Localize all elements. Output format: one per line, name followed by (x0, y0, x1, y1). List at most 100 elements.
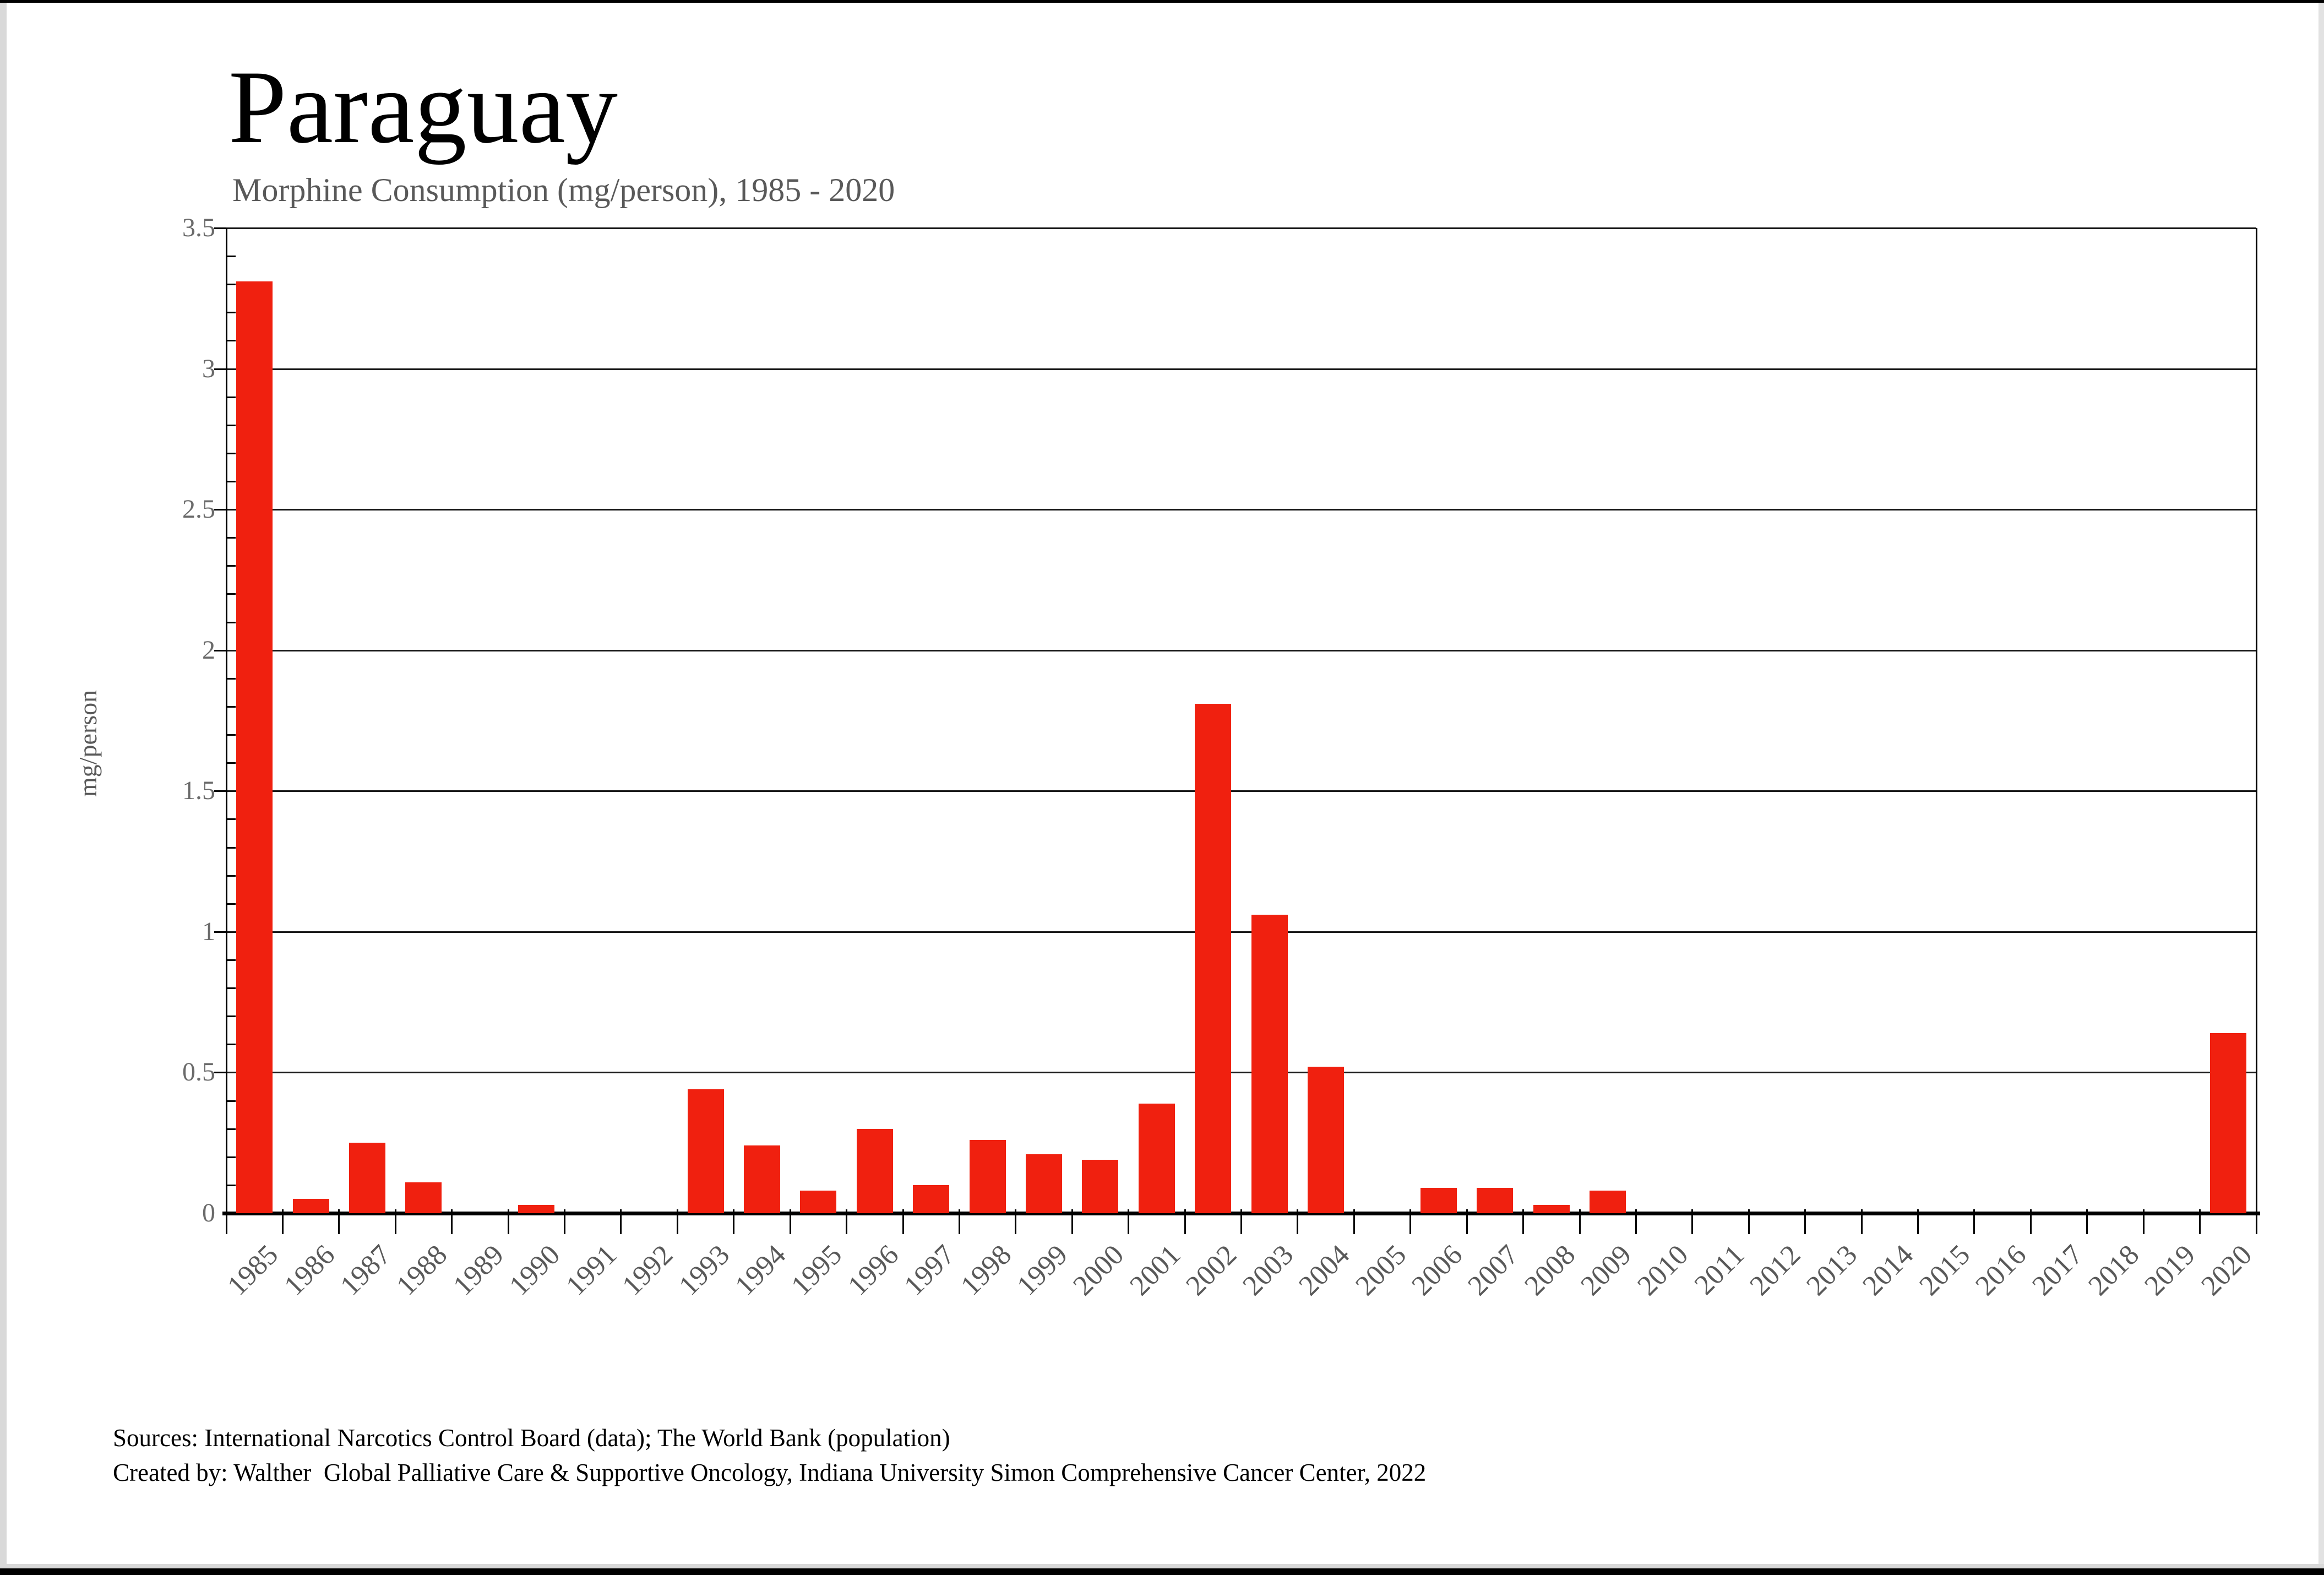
y-minor-tick (227, 1156, 236, 1158)
y-minor-tick (227, 256, 236, 258)
x-tick (1240, 1209, 1242, 1234)
x-tick (676, 1209, 678, 1234)
bar-1995 (800, 1191, 837, 1213)
x-tick-label-1989: 1989 (447, 1239, 510, 1302)
x-tick-label-2006: 2006 (1406, 1239, 1469, 1302)
x-tick (1522, 1209, 1525, 1234)
x-tick (1466, 1209, 1468, 1234)
bar-1986 (292, 1199, 329, 1213)
bar-1994 (743, 1145, 780, 1213)
bar-1988 (405, 1182, 442, 1213)
window-border-top (0, 0, 2324, 3)
x-tick (338, 1209, 340, 1234)
x-tick-label-1988: 1988 (390, 1239, 454, 1302)
x-tick-label-1999: 1999 (1011, 1239, 1074, 1302)
y-minor-tick (227, 705, 236, 708)
x-tick-label-2005: 2005 (1349, 1239, 1412, 1302)
y-tick-label-1.5: 1.5 (182, 776, 215, 806)
y-major-tick-1.0 (214, 931, 226, 933)
x-tick (507, 1209, 509, 1234)
x-tick (2199, 1209, 2201, 1234)
x-tick-label-2020: 2020 (2195, 1239, 2258, 1302)
x-tick (1353, 1209, 1355, 1234)
y-minor-tick (227, 959, 236, 961)
bar-2001 (1138, 1103, 1175, 1213)
x-tick-label-2008: 2008 (1519, 1239, 1581, 1302)
y-minor-tick (227, 818, 236, 821)
x-tick-label-2003: 2003 (1237, 1239, 1299, 1302)
y-minor-tick (227, 846, 236, 849)
x-tick (2142, 1209, 2145, 1234)
y-minor-tick (227, 537, 236, 539)
y-minor-tick (227, 762, 236, 764)
x-tick (1184, 1209, 1186, 1234)
x-tick-label-2015: 2015 (1913, 1239, 1976, 1302)
x-tick (1128, 1209, 1130, 1234)
bar-2000 (1082, 1159, 1119, 1213)
x-tick-label-2001: 2001 (1124, 1239, 1187, 1302)
x-tick-label-2004: 2004 (1293, 1239, 1356, 1302)
x-tick (394, 1209, 396, 1234)
page-title: Paraguay (228, 50, 618, 165)
x-tick (564, 1209, 565, 1234)
x-tick-label-1998: 1998 (954, 1239, 1017, 1302)
x-tick (1860, 1209, 1863, 1234)
x-tick (2086, 1209, 2088, 1234)
bar-2002 (1195, 703, 1232, 1213)
x-tick (620, 1209, 622, 1234)
x-tick-label-2011: 2011 (1688, 1239, 1751, 1301)
x-tick-label-2013: 2013 (1800, 1239, 1864, 1302)
x-tick (1015, 1209, 1017, 1234)
y-minor-tick (227, 284, 236, 286)
x-tick-label-2014: 2014 (1857, 1239, 1920, 1302)
gridline-3.5 (226, 227, 2256, 229)
window-border-right (2318, 3, 2324, 1565)
x-tick-label-1996: 1996 (842, 1239, 905, 1302)
y-minor-tick (227, 424, 236, 426)
x-tick (733, 1209, 735, 1234)
window-border-left (0, 3, 7, 1565)
x-tick (846, 1209, 848, 1234)
bar-1990 (518, 1204, 555, 1213)
x-tick-label-2012: 2012 (1744, 1239, 1807, 1302)
bar-2004 (1308, 1067, 1345, 1213)
x-tick (1409, 1209, 1412, 1234)
x-tick (1748, 1209, 1750, 1234)
gridline-1.0 (226, 931, 2256, 933)
gridline-3.0 (226, 368, 2256, 370)
bar-2009 (1590, 1191, 1626, 1213)
y-tick-label-1: 1 (202, 916, 215, 946)
x-tick-label-2000: 2000 (1067, 1239, 1130, 1302)
y-minor-tick (227, 1128, 236, 1130)
y-major-tick-2.0 (214, 649, 226, 651)
bar-1996 (856, 1128, 893, 1213)
bar-1993 (687, 1089, 724, 1213)
y-tick-label-0.5: 0.5 (182, 1057, 215, 1087)
y-minor-tick (227, 340, 236, 342)
x-tick-label-1991: 1991 (560, 1239, 623, 1302)
y-minor-tick (227, 565, 236, 567)
x-tick-label-1990: 1990 (503, 1239, 567, 1302)
x-tick (451, 1209, 453, 1234)
chart-subtitle: Morphine Consumption (mg/person), 1985 -… (232, 172, 895, 208)
y-major-tick-1.5 (214, 790, 226, 792)
gridline-1.5 (226, 790, 2256, 792)
y-major-tick-2.5 (214, 509, 226, 511)
x-tick-label-2002: 2002 (1180, 1239, 1243, 1302)
y-major-tick-3.5 (214, 227, 226, 229)
x-tick (225, 1209, 227, 1234)
x-tick-label-2009: 2009 (1575, 1239, 1638, 1302)
y-minor-tick (227, 734, 236, 736)
y-minor-tick (227, 1184, 236, 1186)
x-tick-label-1997: 1997 (898, 1239, 961, 1302)
y-tick-label-2: 2 (202, 635, 215, 665)
y-minor-tick (227, 452, 236, 454)
bar-1987 (349, 1143, 386, 1213)
y-minor-tick (227, 903, 236, 905)
bar-1997 (913, 1185, 950, 1213)
bar-2020 (2209, 1033, 2246, 1213)
x-tick (1917, 1209, 1919, 1234)
x-tick (1071, 1209, 1073, 1234)
y-minor-tick (227, 621, 236, 623)
source-line-1: Sources: International Narcotics Control… (113, 1424, 950, 1452)
